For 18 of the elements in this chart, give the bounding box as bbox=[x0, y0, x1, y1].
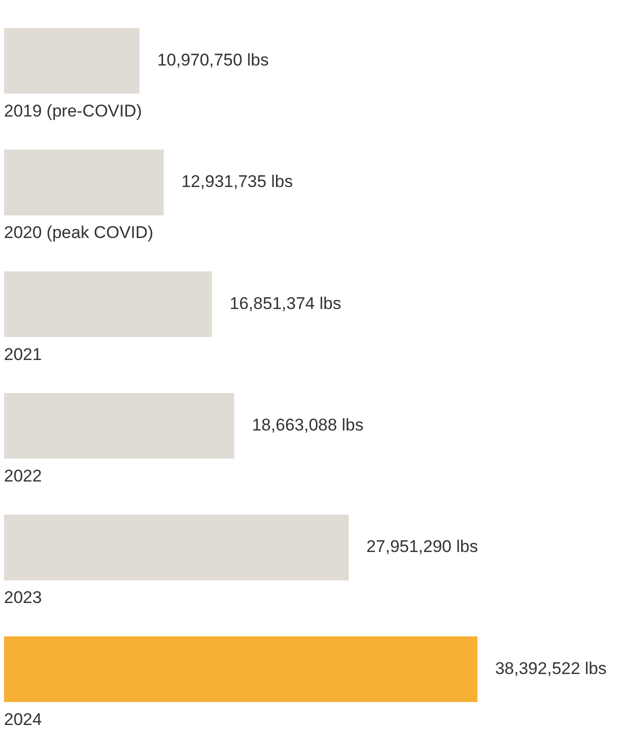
y-tick-label: 2024 bbox=[4, 710, 42, 729]
y-tick-label: 2020 (peak COVID) bbox=[4, 223, 154, 242]
y-tick-label: 2023 bbox=[4, 588, 42, 608]
bar bbox=[4, 28, 140, 94]
bar bbox=[4, 393, 234, 459]
y-tick-label: 2022 bbox=[4, 466, 42, 486]
data-label: 12,931,735 lbs bbox=[181, 172, 293, 192]
bar bbox=[4, 150, 164, 216]
data-label: 27,951,290 lbs bbox=[366, 537, 478, 556]
data-label: 38,392,522 lbs bbox=[495, 658, 607, 678]
bar bbox=[4, 271, 212, 337]
data-label: 16,851,374 lbs bbox=[230, 294, 342, 313]
data-label: 10,970,750 lbs bbox=[157, 50, 269, 70]
bar bbox=[4, 636, 478, 702]
y-tick-label: 2019 (pre-COVID) bbox=[4, 102, 142, 121]
bar bbox=[4, 514, 349, 580]
y-tick-label: 2021 bbox=[4, 344, 42, 364]
data-label: 18,663,088 lbs bbox=[252, 416, 364, 435]
